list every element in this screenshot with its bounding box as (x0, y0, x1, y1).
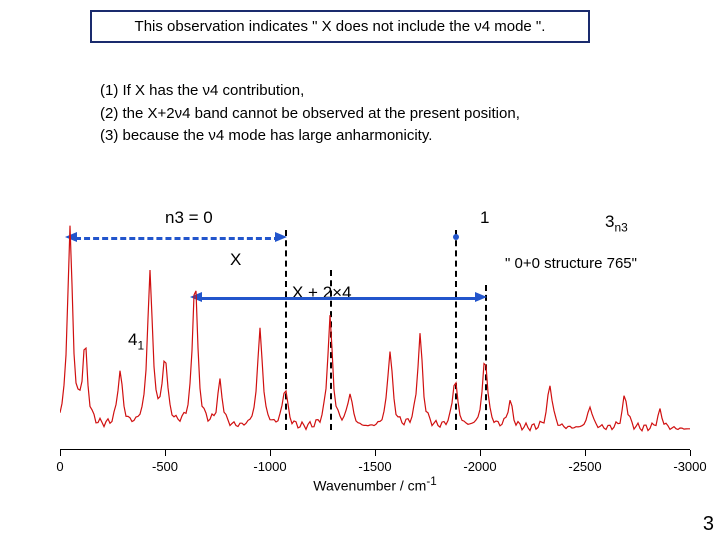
spectrum-chart: n3 = 0 1 3n3 X X + 2×4 " 0+0 structure 7… (30, 190, 690, 490)
observation-text: This observation indicates " X does not … (135, 18, 546, 35)
bullet-2: (2) the X+2ν4 band cannot be observed at… (100, 103, 520, 126)
x-axis-label: Wavenumber / cm-1 (313, 475, 436, 494)
bullet-3: (3) because the ν4 mode has large anharm… (100, 125, 520, 148)
plot-region: n3 = 0 1 3n3 X X + 2×4 " 0+0 structure 7… (60, 190, 690, 450)
observation-box: This observation indicates " X does not … (90, 10, 590, 43)
bullet-list: (1) If X has the ν4 contribution, (2) th… (100, 80, 520, 148)
page-number: 3 (703, 513, 714, 536)
bullet-1: (1) If X has the ν4 contribution, (100, 80, 520, 103)
spectrum-trace (60, 190, 690, 450)
